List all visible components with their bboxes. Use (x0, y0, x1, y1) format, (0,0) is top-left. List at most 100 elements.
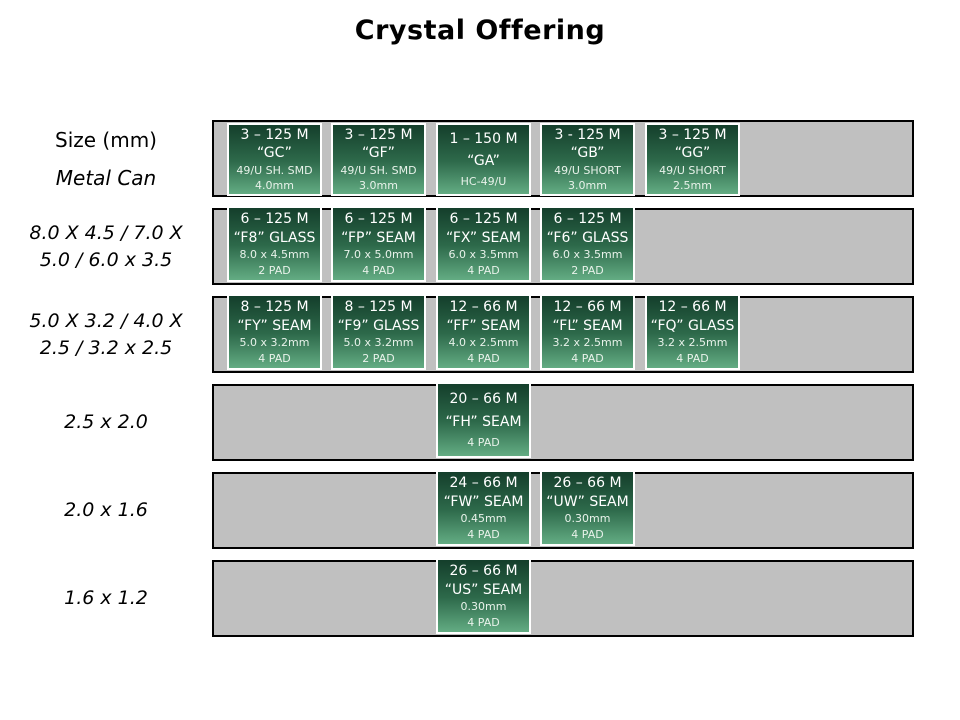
product-box-FY: 8 – 125 M “FY” SEAM 5.0 x 3.2mm 4 PAD (227, 294, 322, 370)
product-line: “F8” GLASS (233, 229, 316, 246)
row-label-8045: 8.0 X 4.5 / 7.0 X 5.0 / 6.0 x 3.5 (6, 208, 206, 285)
product-line: 3.2 x 2.5mm (657, 336, 728, 350)
row-label-line: 2.5 x 2.0 (64, 411, 148, 433)
product-line: 2 PAD (362, 352, 395, 366)
product-box-FQ: 12 – 66 M “FQ” GLASS 3.2 x 2.5mm 4 PAD (645, 294, 740, 370)
product-line: 7.0 x 5.0mm (343, 248, 414, 262)
product-line: “F9” GLASS (337, 317, 420, 334)
page-title: Crystal Offering (354, 15, 606, 46)
product-line: 6.0 x 3.5mm (448, 248, 519, 262)
product-line: 3 - 125 M (554, 127, 621, 144)
product-line: 4 PAD (467, 352, 500, 366)
product-line: “FF” SEAM (446, 317, 521, 334)
product-line: “FY” SEAM (237, 317, 312, 334)
product-box-UW: 26 – 66 M “UW” SEAM 0.30mm 4 PAD (540, 470, 635, 546)
row-bar-1612: 26 – 66 M “US” SEAM 0.30mm 4 PAD (212, 558, 914, 637)
product-line: 4 PAD (467, 616, 500, 630)
product-line: 0.30mm (564, 512, 611, 526)
product-line: 4.0 x 2.5mm (448, 336, 519, 350)
product-box-FH: 20 – 66 M “FH” SEAM 4 PAD (436, 382, 531, 458)
row-bar-2520: 20 – 66 M “FH” SEAM 4 PAD (212, 382, 914, 461)
product-box-GF: 3 – 125 M “GF” 49/U SH. SMD 3.0mm (331, 123, 426, 196)
product-line: 4 PAD (467, 436, 500, 450)
product-line: 3 – 125 M (344, 127, 413, 144)
product-line: “F6” GLASS (546, 229, 629, 246)
product-line: 2 PAD (571, 264, 604, 278)
product-line: 12 – 66 M (449, 298, 518, 315)
product-line: 4 PAD (571, 528, 604, 542)
row-label-line: 5.0 X 3.2 / 4.0 X (29, 309, 183, 332)
product-box-F8: 6 – 125 M “F8” GLASS 8.0 x 4.5mm 2 PAD (227, 206, 322, 282)
row-label-metal-can: Size (mm) Metal Can (6, 120, 206, 197)
product-line: “GC” (257, 145, 292, 162)
product-line: “FP” SEAM (341, 229, 416, 246)
product-line: 6 – 125 M (240, 210, 309, 227)
product-line: “FH” SEAM (445, 413, 522, 430)
product-line: “GF” (362, 145, 395, 162)
product-line: 12 – 66 M (658, 298, 727, 315)
row-label-5032: 5.0 X 3.2 / 4.0 X 2.5 / 3.2 x 2.5 (6, 296, 206, 373)
product-line: 6 – 125 M (449, 210, 518, 227)
product-line: 3.0mm (568, 178, 607, 192)
product-line: “UW” SEAM (546, 493, 629, 510)
product-box-FX: 6 – 125 M “FX” SEAM 6.0 x 3.5mm 4 PAD (436, 206, 531, 282)
product-box-US: 26 – 66 M “US” SEAM 0.30mm 4 PAD (436, 558, 531, 634)
product-line: 0.45mm (460, 512, 507, 526)
product-box-FF: 12 – 66 M “FF” SEAM 4.0 x 2.5mm 4 PAD (436, 294, 531, 370)
row-label-line: 5.0 / 6.0 x 3.5 (39, 248, 173, 271)
product-box-F9: 8 – 125 M “F9” GLASS 5.0 x 3.2mm 2 PAD (331, 294, 426, 370)
product-box-FL: 12 – 66 M “FL” SEAM 3.2 x 2.5mm 4 PAD (540, 294, 635, 370)
product-line: “GB” (570, 145, 605, 162)
product-line: 4 PAD (258, 352, 291, 366)
product-box-GB: 3 - 125 M “GB” 49/U SHORT 3.0mm (540, 123, 635, 196)
product-line: 3 – 125 M (240, 127, 309, 144)
product-box-GA: 1 – 150 M “GA” HC-49/U (436, 123, 531, 196)
row-bar-8045: 6 – 125 M “F8” GLASS 8.0 x 4.5mm 2 PAD 6… (212, 206, 914, 285)
product-line: 24 – 66 M (449, 474, 518, 491)
product-line: “FX” SEAM (446, 229, 521, 246)
product-line: “GG” (674, 145, 711, 162)
product-line: 0.30mm (460, 600, 507, 614)
product-line: 49/U SH. SMD (236, 163, 313, 177)
row-label-line: 1.6 x 1.2 (64, 587, 148, 609)
product-line: 6 – 125 M (344, 210, 413, 227)
product-line: 4 PAD (571, 352, 604, 366)
product-line: 2 PAD (258, 264, 291, 278)
product-box-FW: 24 – 66 M “FW” SEAM 0.45mm 4 PAD (436, 470, 531, 546)
product-line: 4 PAD (467, 264, 500, 278)
product-line: 8.0 x 4.5mm (239, 248, 310, 262)
product-line: 4 PAD (362, 264, 395, 278)
row-label-1612: 1.6 x 1.2 (6, 560, 206, 637)
product-line: 8 – 125 M (344, 298, 413, 315)
row-label-2016: 2.0 x 1.6 (6, 472, 206, 549)
product-line: 49/U SHORT (554, 163, 621, 177)
product-box-GG: 3 – 125 M “GG” 49/U SHORT 2.5mm (645, 123, 740, 196)
product-line: 4.0mm (255, 178, 294, 192)
product-box-F6: 6 – 125 M “F6” GLASS 6.0 x 3.5mm 2 PAD (540, 206, 635, 282)
row-label-2520: 2.5 x 2.0 (6, 384, 206, 461)
product-line: 12 – 66 M (553, 298, 622, 315)
product-line: HC-49/U (460, 175, 507, 188)
product-line: 5.0 x 3.2mm (239, 336, 310, 350)
product-line: “FW” SEAM (443, 493, 524, 510)
product-line: 6.0 x 3.5mm (552, 248, 623, 262)
product-box-FP: 6 – 125 M “FP” SEAM 7.0 x 5.0mm 4 PAD (331, 206, 426, 282)
product-line: 3.0mm (359, 178, 398, 192)
row-label-line: 2.0 x 1.6 (64, 499, 148, 521)
row-label-line: 2.5 / 3.2 x 2.5 (39, 336, 173, 359)
product-line: 49/U SH. SMD (340, 163, 417, 177)
product-line: 1 – 150 M (449, 131, 518, 147)
product-line: 5.0 x 3.2mm (343, 336, 414, 350)
product-line: 20 – 66 M (449, 390, 518, 407)
product-box-GC: 3 – 125 M “GC” 49/U SH. SMD 4.0mm (227, 123, 322, 196)
product-line: 4 PAD (676, 352, 709, 366)
row-label-line: 8.0 X 4.5 / 7.0 X (29, 221, 183, 244)
row-label-line: Metal Can (55, 165, 157, 190)
product-line: 4 PAD (467, 528, 500, 542)
product-line: “FL” SEAM (552, 317, 623, 334)
product-line: 3 – 125 M (658, 127, 727, 144)
product-line: 3.2 x 2.5mm (552, 336, 623, 350)
row-bar-metal-can: 3 – 125 M “GC” 49/U SH. SMD 4.0mm 3 – 12… (212, 120, 914, 197)
row-bar-2016: 24 – 66 M “FW” SEAM 0.45mm 4 PAD 26 – 66… (212, 470, 914, 549)
